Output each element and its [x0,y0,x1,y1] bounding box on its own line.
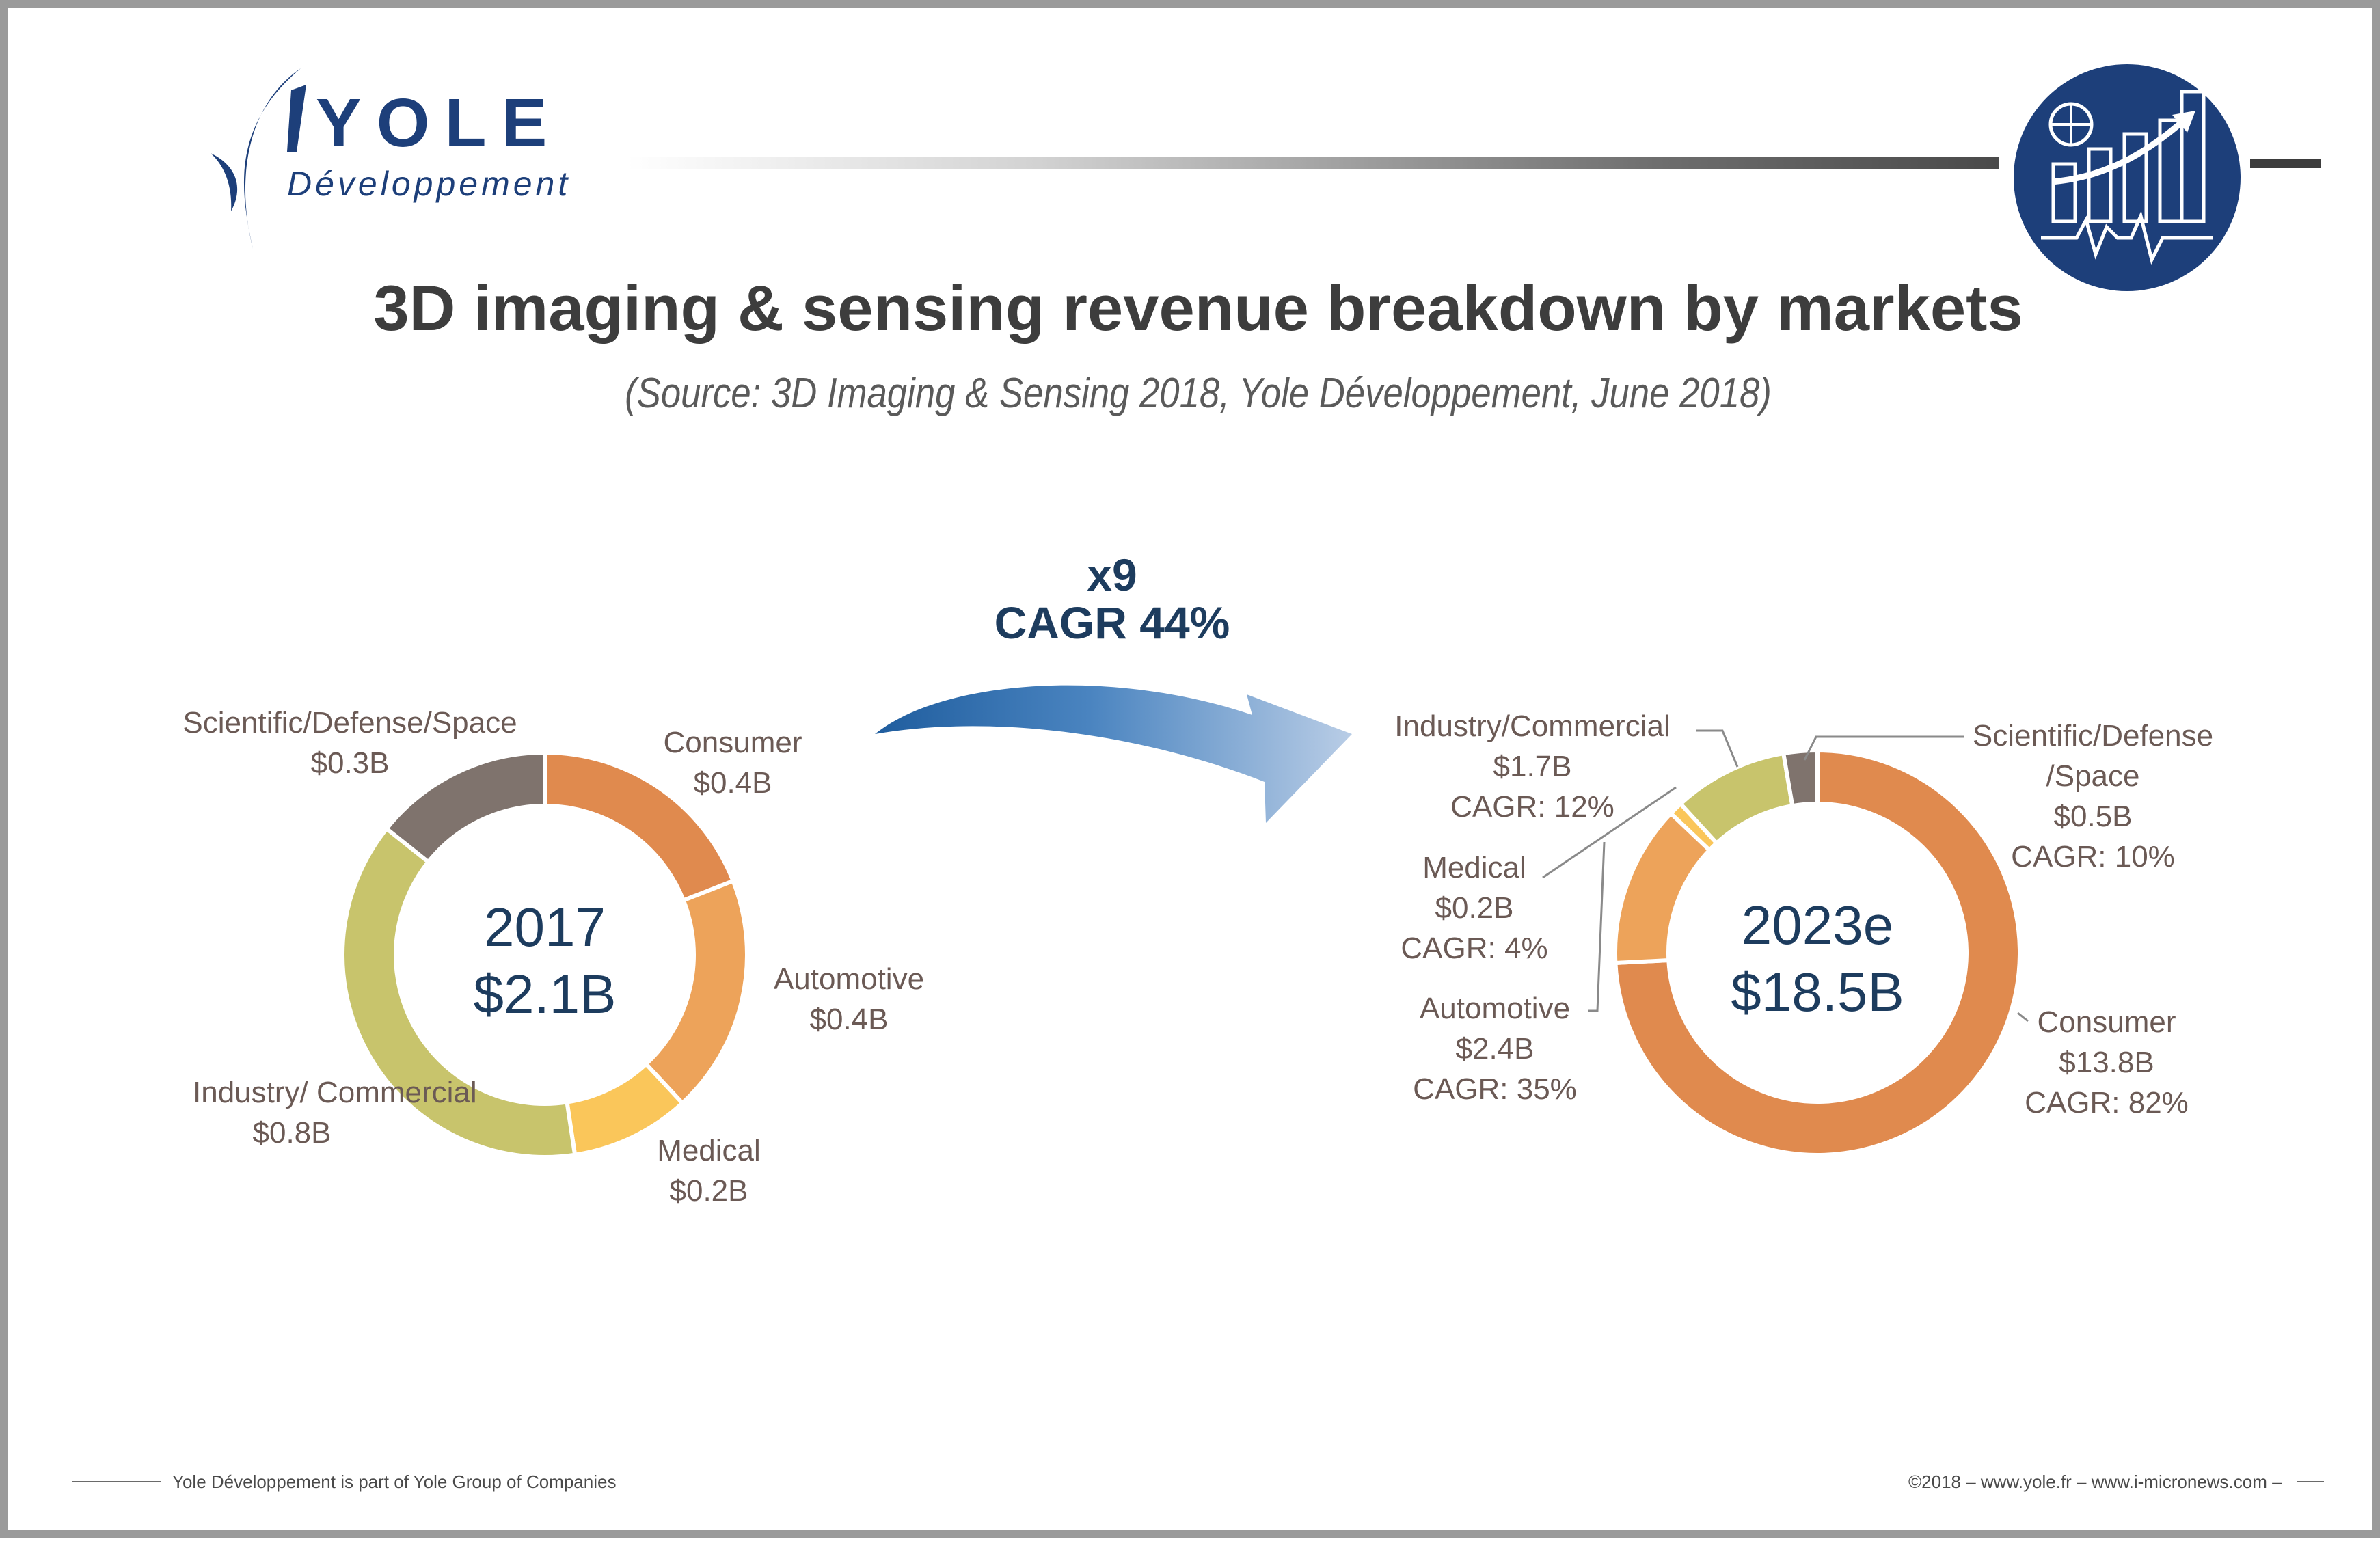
footer-rule-left [72,1481,161,1482]
label-2023-scientific: Scientific/Defense /Space $0.5B CAGR: 10… [1972,719,2214,873]
donut-2023-slice-scientific-defense-space [1781,748,1820,809]
label-2017-scientific: Scientific/Defense/Space $0.3B [182,706,517,780]
footer-left-text: Yole Développement is part of Yole Group… [172,1472,617,1492]
page-subtitle: (Source: 3D Imaging & Sensing 2018, Yole… [625,370,1772,417]
label-2023-medical: Medical $0.2B CAGR: 4% [1401,851,1548,965]
donut-2023-slice-consumer [1613,748,2022,1157]
donut-2023-total: $18.5B [1731,962,1904,1022]
label-2017-automotive: Automotive $0.4B [773,962,925,1036]
label-2023-automotive: Automotive $2.4B CAGR: 35% [1413,992,1577,1106]
donut-2023-year: 2023e [1741,895,1894,955]
donut-2023-center: 2023e $18.5B [1681,892,1954,1026]
donut-2017-year: 2017 [484,897,606,958]
header-rule [627,157,1999,169]
donut-2017-total: $2.1B [473,964,617,1025]
logo-subtitle: Développement [287,165,571,203]
yole-logo-bar-icon [287,85,306,152]
donut-2017-center: 2017 $2.1B [408,894,681,1028]
footer-right-text: ©2018 – www.yole.fr – www.i-micronews.co… [1908,1472,2282,1492]
header-rule-stub [2250,159,2321,168]
growth-multiplier: x9 [1087,550,1137,600]
donut-2017-slice-industry-commercial [340,826,578,1159]
growth-cagr: CAGR 44% [994,597,1230,648]
donut-2017-slice-scientific-defense-space [383,750,547,865]
label-2023-industry: Industry/Commercial $1.7B CAGR: 12% [1394,709,1671,824]
label-2017-industry: Industry/ Commercial $0.8B [193,1076,477,1150]
chart-growth-badge-icon [2014,64,2241,291]
footer-rule-right [2297,1481,2324,1482]
donut-chart-2017 [340,750,749,1159]
label-2017-consumer: Consumer $0.4B [663,726,802,800]
logo-wordmark: YOLE [316,85,563,161]
leader-line-automotive [1588,841,1606,1012]
curved-arrow-icon [875,685,1352,823]
label-2017-medical: Medical $0.2B [657,1134,761,1208]
label-2023-consumer: Consumer $13.8B CAGR: 82% [2025,1005,2189,1120]
page-title: 3D imaging & sensing revenue breakdown b… [373,272,2023,344]
yole-logo-swoosh-icon [211,68,301,249]
